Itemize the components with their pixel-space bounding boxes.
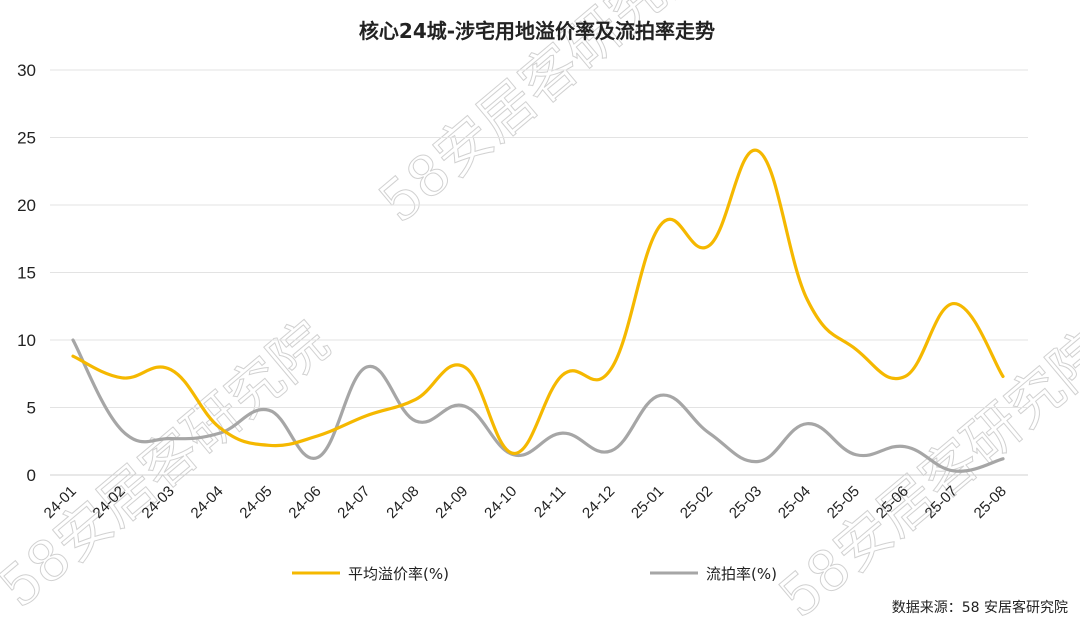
x-tick-label: 24-07 (334, 483, 373, 522)
legend-label-premium: 平均溢价率(%) (348, 565, 449, 583)
x-tick-label: 24-06 (285, 483, 324, 522)
x-tick-label: 25-04 (775, 483, 814, 522)
watermark-3: 58安居客研究院 (767, 319, 1080, 625)
series-lines (71, 148, 1005, 473)
y-tick-label: 15 (17, 264, 36, 283)
y-tick-label: 25 (17, 129, 36, 148)
y-tick-label: 0 (27, 466, 36, 485)
y-tick-label: 30 (17, 61, 36, 80)
premium-rate-line (71, 148, 1005, 455)
x-tick-label: 24-12 (579, 483, 618, 522)
x-tick-label: 24-05 (236, 483, 275, 522)
x-tick-label: 25-03 (726, 483, 765, 522)
watermark-2: 58安居客研究院 (0, 309, 341, 621)
chart-title: 核心24城-涉宅用地溢价率及流拍率走势 (359, 19, 715, 43)
legend-label-failed: 流拍率(%) (706, 565, 777, 583)
x-tick-label: 24-04 (188, 483, 227, 522)
y-tick-label: 20 (17, 196, 36, 215)
y-axis-ticks: 0 5 10 15 20 25 30 (17, 61, 36, 485)
grid-lines (50, 69, 1028, 476)
x-tick-label: 24-10 (481, 483, 520, 522)
x-tick-label: 25-01 (628, 483, 667, 522)
y-tick-label: 10 (17, 331, 36, 350)
x-tick-label: 24-08 (383, 483, 422, 522)
x-tick-label: 25-02 (677, 483, 716, 522)
legend: 平均溢价率(%) 流拍率(%) (292, 565, 777, 583)
x-tick-label: 24-09 (432, 483, 471, 522)
source-note: 数据来源：58 安居客研究院 (892, 599, 1068, 616)
x-tick-label: 24-11 (531, 483, 569, 521)
y-tick-label: 5 (27, 399, 36, 418)
